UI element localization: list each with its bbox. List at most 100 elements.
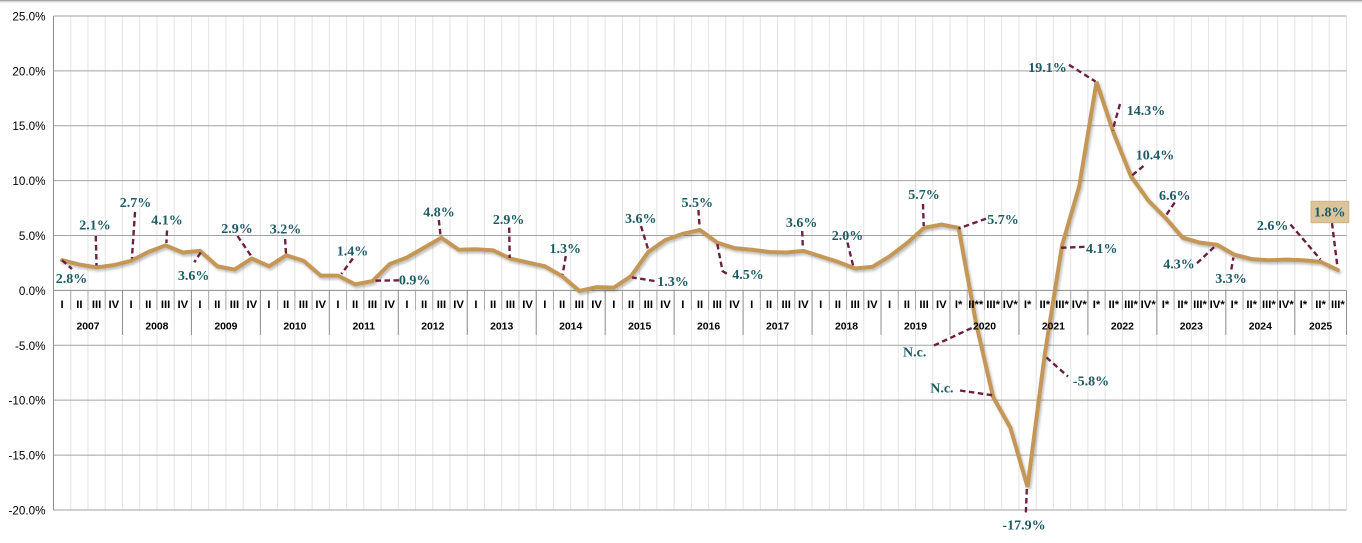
svg-text:IV: IV [936, 299, 947, 311]
svg-text:14.3%: 14.3% [1127, 104, 1166, 119]
svg-text:III: III [299, 299, 308, 311]
svg-text:3.6%: 3.6% [178, 269, 210, 284]
svg-text:25.0%: 25.0% [12, 10, 45, 23]
svg-text:2018: 2018 [835, 322, 858, 333]
svg-text:2022: 2022 [1111, 322, 1134, 333]
svg-text:II*: II* [1315, 299, 1326, 311]
svg-text:5.7%: 5.7% [908, 188, 940, 203]
svg-text:II: II [835, 299, 841, 311]
svg-text:III*: III* [1193, 299, 1207, 311]
svg-text:II: II [904, 299, 910, 311]
svg-text:III*: III* [1055, 299, 1069, 311]
svg-text:4.1%: 4.1% [151, 214, 183, 229]
svg-text:IV: IV [522, 299, 533, 311]
svg-text:III: III [230, 299, 239, 311]
svg-text:I*: I* [1231, 299, 1239, 311]
svg-text:3.2%: 3.2% [270, 223, 302, 238]
svg-text:2023: 2023 [1180, 322, 1203, 333]
svg-text:I: I [130, 299, 133, 311]
svg-text:I: I [819, 299, 822, 311]
svg-text:II*: II* [1108, 299, 1119, 311]
svg-text:IV: IV [660, 299, 671, 311]
svg-text:2009: 2009 [214, 322, 237, 333]
svg-text:IV: IV [798, 299, 809, 311]
svg-text:I: I [267, 299, 270, 311]
svg-text:I: I [888, 299, 891, 311]
svg-text:I: I [198, 299, 201, 311]
svg-text:10.4%: 10.4% [1136, 149, 1175, 164]
svg-text:III: III [712, 299, 721, 311]
svg-text:I: I [681, 299, 684, 311]
svg-text:2010: 2010 [283, 322, 306, 333]
svg-text:2.7%: 2.7% [120, 196, 152, 211]
svg-text:IV: IV [177, 299, 188, 311]
svg-text:-5.8%: -5.8% [1073, 375, 1109, 390]
svg-text:III: III [644, 299, 653, 311]
svg-text:II**: II** [968, 299, 984, 311]
svg-text:6.6%: 6.6% [1159, 189, 1191, 204]
svg-text:2.1%: 2.1% [79, 219, 111, 234]
svg-text:II: II [145, 299, 151, 311]
svg-text:IV: IV [384, 299, 395, 311]
svg-text:-15.0%: -15.0% [8, 450, 45, 463]
svg-text:-5.0%: -5.0% [15, 340, 46, 353]
svg-text:5.5%: 5.5% [682, 196, 714, 211]
svg-text:II: II [352, 299, 358, 311]
svg-text:III: III [575, 299, 584, 311]
svg-text:III*: III* [986, 299, 1000, 311]
svg-text:I*: I* [1300, 299, 1308, 311]
svg-text:II: II [697, 299, 703, 311]
svg-text:III: III [781, 299, 790, 311]
svg-text:2.9%: 2.9% [221, 222, 253, 237]
svg-text:II*: II* [1177, 299, 1188, 311]
svg-text:-17.9%: -17.9% [1002, 519, 1045, 534]
svg-text:2020: 2020 [973, 322, 996, 333]
svg-text:2.8%: 2.8% [56, 272, 88, 287]
svg-text:III: III [506, 299, 515, 311]
svg-text:III: III [368, 299, 377, 311]
svg-text:N.c.: N.c. [930, 382, 953, 397]
svg-text:III*: III* [1262, 299, 1276, 311]
svg-text:2015: 2015 [628, 322, 651, 333]
svg-text:IV*: IV* [1072, 299, 1088, 311]
svg-text:4.1%: 4.1% [1086, 242, 1118, 257]
svg-text:0.9%: 0.9% [399, 274, 431, 289]
svg-text:5.0%: 5.0% [19, 230, 46, 243]
svg-text:2014: 2014 [559, 322, 582, 333]
svg-text:I: I [336, 299, 339, 311]
svg-text:2013: 2013 [490, 322, 513, 333]
svg-text:2021: 2021 [1042, 322, 1065, 333]
svg-text:-10.0%: -10.0% [8, 395, 45, 408]
svg-text:2011: 2011 [353, 322, 376, 333]
svg-text:N.c.: N.c. [903, 346, 926, 361]
svg-text:2016: 2016 [697, 322, 720, 333]
svg-text:II: II [490, 299, 496, 311]
svg-text:I*: I* [955, 299, 963, 311]
svg-text:III: III [919, 299, 928, 311]
svg-text:1.3%: 1.3% [550, 242, 582, 257]
svg-text:2.0%: 2.0% [832, 229, 864, 244]
svg-text:I: I [474, 299, 477, 311]
svg-text:2024: 2024 [1249, 322, 1272, 333]
svg-text:III: III [850, 299, 859, 311]
svg-text:II*: II* [1246, 299, 1257, 311]
svg-text:III: III [92, 299, 101, 311]
svg-text:1.3%: 1.3% [657, 275, 689, 290]
svg-text:3.3%: 3.3% [1215, 272, 1247, 287]
svg-text:II: II [76, 299, 82, 311]
svg-text:3.6%: 3.6% [786, 216, 818, 231]
svg-text:II*: II* [1039, 299, 1050, 311]
svg-text:19.1%: 19.1% [1028, 61, 1067, 76]
svg-text:0.0%: 0.0% [19, 285, 46, 298]
svg-text:2008: 2008 [145, 322, 168, 333]
svg-text:10.0%: 10.0% [12, 175, 45, 188]
svg-text:III: III [161, 299, 170, 311]
svg-text:IV: IV [867, 299, 878, 311]
svg-text:IV*: IV* [1279, 299, 1295, 311]
svg-text:4.8%: 4.8% [423, 206, 455, 221]
svg-text:4.5%: 4.5% [732, 268, 764, 283]
svg-text:I: I [405, 299, 408, 311]
svg-text:III*: III* [1124, 299, 1138, 311]
svg-text:II: II [214, 299, 220, 311]
svg-text:20.0%: 20.0% [12, 65, 45, 78]
